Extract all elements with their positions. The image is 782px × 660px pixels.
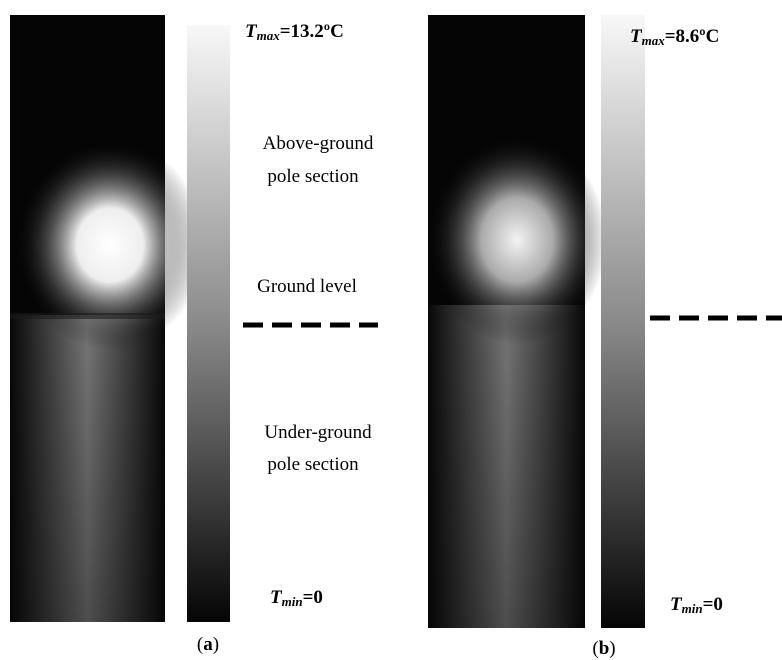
text-part: =8.6ºC	[665, 26, 720, 47]
text-part: )	[213, 634, 219, 655]
text-part: =0	[303, 587, 323, 608]
thermal-image-b	[427, 15, 607, 628]
text-part: (	[197, 634, 203, 655]
annotation: Above-ground	[263, 133, 374, 154]
tmin-b: Tmin=0	[670, 594, 723, 616]
tmax-a: Tmax=13.2ºC	[245, 21, 344, 43]
thermal-image-a	[10, 15, 205, 622]
annotation: pole section	[267, 166, 359, 187]
tmax-b: Tmax=8.6ºC	[630, 26, 719, 48]
panel-label: (b)	[592, 638, 615, 659]
text-part: (	[592, 638, 598, 659]
text-part: max	[257, 28, 281, 43]
colorbar-a	[187, 25, 230, 622]
text-part: max	[642, 33, 666, 48]
text-part: min	[282, 594, 303, 609]
text-part: =0	[703, 594, 723, 615]
text-part: min	[682, 601, 703, 616]
text-part: T	[245, 21, 258, 42]
text-part: T	[670, 594, 683, 615]
text-part: )	[609, 638, 615, 659]
text-part: T	[270, 587, 283, 608]
annotation: Ground level	[257, 276, 357, 297]
panel-label: (a)	[197, 634, 219, 655]
tmin-a: Tmin=0	[270, 587, 323, 609]
text-part: a	[203, 634, 213, 655]
text-part: b	[599, 638, 610, 659]
annotation: Under-ground	[264, 422, 372, 443]
text-part: =13.2ºC	[280, 21, 344, 42]
colorbar-b	[601, 15, 645, 628]
annotation: pole section	[267, 454, 359, 475]
text-part: T	[630, 26, 643, 47]
